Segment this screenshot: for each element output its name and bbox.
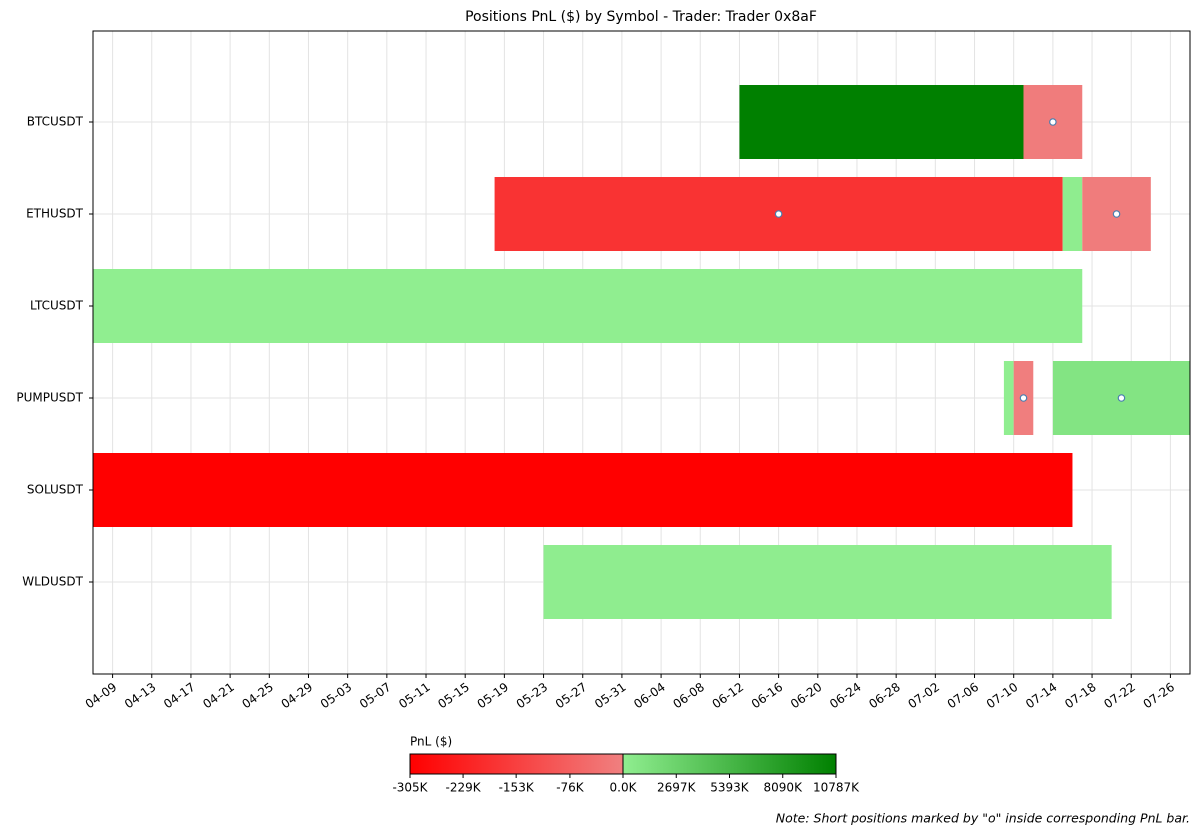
colorbar-tick-label: -153K [499, 781, 535, 795]
x-tick-label: 06-28 [866, 680, 903, 711]
x-tick-label: 06-24 [827, 680, 864, 711]
colorbar-tick-label: 8090K [764, 781, 804, 795]
x-tick-label: 06-08 [670, 680, 707, 711]
note: Note: Short positions marked by "o" insi… [776, 811, 1190, 826]
x-tick-label: 05-07 [357, 680, 394, 711]
x-tick-label: 06-20 [788, 680, 825, 711]
short-marker [1019, 394, 1028, 402]
position-bar [1062, 177, 1083, 251]
x-tick-label: 05-23 [514, 680, 551, 711]
colorbar-tick-label: -76K [556, 781, 585, 795]
y-tick-label: PUMPUSDT [16, 391, 83, 405]
x-tick-label: 07-10 [984, 680, 1021, 711]
colorbar-tick-label: 5393K [710, 781, 750, 795]
position-bar [543, 545, 1112, 619]
x-tick-label: 07-18 [1062, 680, 1099, 711]
y-tick-label: LTCUSDT [30, 299, 84, 313]
y-tick-label: BTCUSDT [27, 115, 84, 129]
x-tick-label: 07-02 [905, 680, 942, 711]
x-tick-label: 05-27 [553, 680, 590, 711]
colorbar-tick-label: 10787K [813, 781, 860, 795]
x-tick-label: 04-17 [161, 680, 198, 711]
x-tick-label: 04-09 [83, 680, 120, 711]
x-tick-label: 06-16 [749, 680, 786, 711]
x-tick-label: 05-11 [396, 680, 433, 711]
x-tick-label: 04-29 [279, 680, 316, 711]
y-tick-label: SOLUSDT [27, 483, 84, 497]
colorbar-negative [409, 753, 624, 775]
position-bar [93, 453, 1073, 527]
x-tick-label: 06-12 [710, 680, 747, 711]
x-tick-label: 07-22 [1101, 680, 1138, 711]
colorbar-positive [622, 753, 837, 775]
colorbar-tick-label: -305K [392, 781, 428, 795]
position-bar [739, 85, 1024, 159]
x-tick-label: 07-06 [945, 680, 982, 711]
x-tick-label: 05-19 [475, 680, 512, 711]
short-marker [1117, 394, 1126, 402]
short-marker [774, 210, 783, 218]
x-tick-label: 05-31 [592, 680, 629, 711]
y-tick-label: WLDUSDT [22, 575, 83, 589]
x-tick-label: 04-21 [200, 680, 237, 711]
y-tick-label: ETHUSDT [26, 207, 84, 221]
x-tick-label: 04-25 [239, 680, 276, 711]
colorbar-label: PnL ($) [410, 735, 452, 749]
plot-frame [92, 30, 1191, 675]
x-tick-label: 07-14 [1023, 680, 1060, 711]
chart-title: Positions PnL ($) by Symbol - Trader: Tr… [465, 9, 817, 25]
x-tick-label: 04-13 [122, 680, 159, 711]
x-tick-label: 05-15 [435, 680, 472, 711]
colorbar-tick-label: 0.0K [610, 781, 638, 795]
short-marker [1112, 210, 1121, 218]
bars [93, 85, 1190, 619]
short-marker [1049, 118, 1057, 126]
colorbar-tick-label: -229K [446, 781, 482, 795]
x-tick-label: 07-26 [1141, 680, 1178, 711]
position-bar [93, 269, 1083, 343]
x-tick-label: 05-03 [318, 680, 355, 711]
position-bar [1003, 361, 1014, 435]
colorbar-tick-label: 2697K [657, 781, 697, 795]
x-tick-label: 06-04 [631, 680, 668, 711]
